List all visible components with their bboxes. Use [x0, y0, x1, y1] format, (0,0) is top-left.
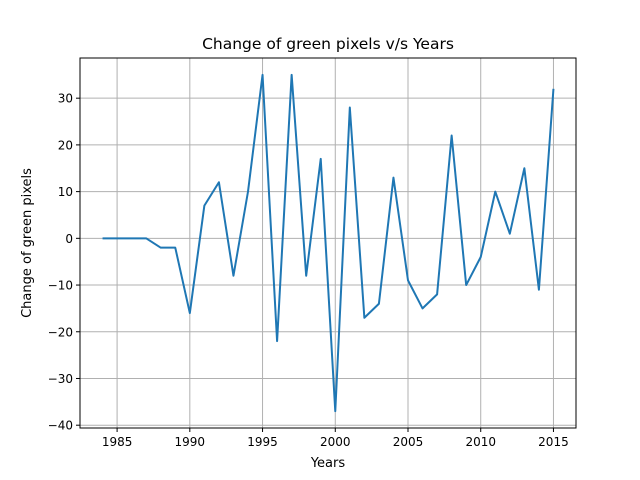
- x-tick-label: 1985: [102, 435, 133, 449]
- x-tick-label: 2010: [465, 435, 496, 449]
- plot-background: [80, 58, 576, 428]
- chart-title: Change of green pixels v/s Years: [202, 35, 454, 53]
- x-tick-label: 2015: [538, 435, 569, 449]
- y-tick-label: 30: [58, 92, 73, 106]
- plot-frame: [79, 57, 577, 429]
- y-tick-label: 20: [58, 138, 73, 152]
- series-layer: [102, 73, 555, 413]
- axis-ticks: 1985 1990 1995 2000 2005 2010 2015−40−30−20−10…: [48, 92, 569, 449]
- y-tick-label: −10: [48, 279, 73, 293]
- y-tick-label: −30: [48, 372, 73, 386]
- x-tick-label: 1990: [175, 435, 206, 449]
- x-tick-label: 2005: [393, 435, 424, 449]
- x-axis-label: Years: [310, 456, 346, 471]
- x-tick-label: 2000: [320, 435, 351, 449]
- y-tick-label: −40: [48, 419, 73, 433]
- x-tick-label: 1995: [247, 435, 278, 449]
- y-axis-label: Change of green pixels: [20, 168, 35, 318]
- y-tick-label: 10: [58, 185, 73, 199]
- series-line: [102, 73, 555, 413]
- y-tick-label: −20: [48, 325, 73, 339]
- y-tick-label: 0: [65, 232, 73, 246]
